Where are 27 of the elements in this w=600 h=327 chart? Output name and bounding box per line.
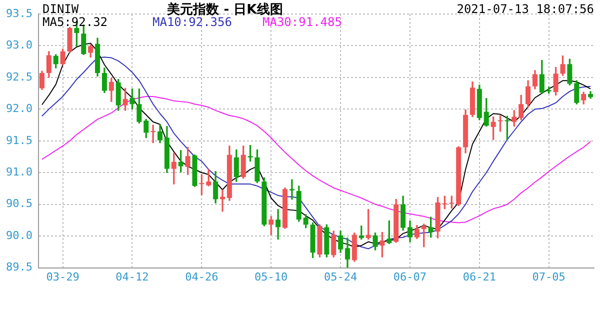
y-tick-label: 89.5	[6, 260, 32, 274]
x-tick-label: 05-24	[324, 270, 358, 284]
y-tick-label: 90.5	[6, 197, 32, 210]
series-label: MA5:92.32	[42, 15, 108, 30]
candlestick	[220, 189, 226, 212]
chart-title: 美元指数 - 日K线图	[166, 1, 283, 18]
annotation: DINIW	[42, 2, 80, 16]
x-tick-label: 04-12	[116, 270, 149, 284]
y-tick-label: 90.0	[6, 228, 32, 242]
y-tick-label: 92.5	[6, 70, 32, 84]
text: MA30:91.485	[262, 15, 342, 30]
candlestick	[150, 124, 156, 144]
y-tick-label: 91.0	[6, 165, 32, 178]
x-tick-label: 07-05	[532, 270, 566, 284]
x-tick-label: 04-26	[185, 270, 218, 284]
x-tick-label: 06-21	[462, 270, 496, 284]
y-tick-label: 93.0	[6, 38, 32, 52]
candlestick	[276, 209, 281, 240]
y-tick-label: 92.0	[6, 102, 32, 116]
text: MA10:92.356	[152, 15, 232, 30]
x-tick-label: 06-07	[393, 270, 427, 284]
annotation: 2021-07-13 18:07:56	[456, 2, 594, 16]
y-tick-label: 91.5	[6, 134, 32, 147]
x-tick-label: 05-10	[254, 270, 288, 284]
x-tick-label: 03-29	[46, 270, 80, 284]
candlestick	[289, 179, 294, 200]
y-tick-label: 93.5	[6, 6, 32, 20]
